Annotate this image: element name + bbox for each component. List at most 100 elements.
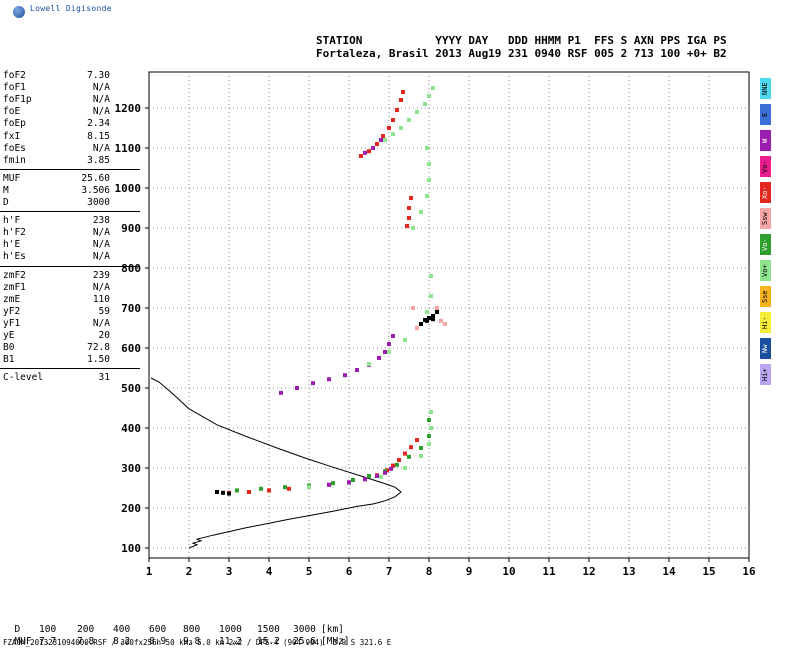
muf-table-cell: 100: [39, 624, 57, 635]
x-tick-label: 16: [742, 565, 756, 578]
parameter-label: D: [3, 197, 9, 208]
echo-point: [427, 418, 431, 422]
muf-table-cell: 3000: [293, 624, 316, 635]
parameter-row: yE 20: [0, 330, 140, 342]
parameter-row: B0 72.8: [0, 342, 140, 354]
echo-point: [401, 90, 405, 94]
parameter-separator: [0, 211, 140, 213]
y-tick-label: 700: [121, 302, 141, 315]
y-tick-label: 1100: [115, 142, 142, 155]
echo-point: [411, 226, 415, 230]
echo-point: [235, 488, 239, 493]
muf-table-muf-row: MUF 7.7 7.8 8.2 8.9 9.8 11.2 15.2 25.6 [MHz]: [3, 625, 349, 647]
parameter-label: yF2: [3, 305, 21, 317]
echo-point: [405, 224, 409, 228]
echo-point: [415, 438, 419, 442]
y-tick-label: 300: [121, 462, 141, 475]
echo-point: [427, 442, 431, 446]
legend-label: Hi+: [761, 368, 769, 381]
echo-point: [425, 318, 429, 323]
echo-point: [377, 356, 381, 360]
parameter-row: zmE 110: [0, 294, 140, 306]
parameter-value: N/A: [92, 281, 110, 293]
parameter-label: foF1p: [3, 94, 32, 106]
echo-point: [429, 410, 433, 414]
legend-label: Vo-: [761, 160, 769, 173]
parameter-label: h'F2: [3, 227, 26, 239]
echo-point: [247, 490, 251, 494]
parameter-label: MUF: [3, 172, 21, 184]
globe-icon: [13, 6, 25, 18]
parameter-separator: [0, 168, 140, 170]
parameter-label: h'Es: [3, 251, 26, 263]
legend-label: NNE: [761, 82, 769, 95]
echo-point: [283, 485, 287, 490]
echo-point: [287, 486, 291, 491]
x-tick-label: 4: [266, 565, 273, 578]
echo-point: [407, 454, 411, 459]
legend-label: Vo+: [761, 264, 769, 277]
parameter-label: yE: [3, 330, 15, 341]
echo-point: [415, 110, 419, 114]
muf-table-cell: 8.9: [149, 636, 167, 647]
legend-swatch: Vo-: [760, 234, 771, 255]
echo-point: [427, 178, 431, 182]
parameter-value: 25.60: [81, 172, 110, 184]
echo-point: [347, 480, 351, 485]
legend-swatch: E: [760, 104, 771, 125]
echo-point: [415, 326, 419, 330]
y-tick-label: 400: [121, 422, 141, 435]
x-tick-label: 10: [502, 565, 515, 578]
echo-point: [407, 206, 411, 210]
parameter-separator: [0, 265, 140, 267]
x-tick-label: 5: [306, 565, 313, 578]
muf-table-cell: 800: [183, 624, 201, 635]
echo-point: [359, 154, 363, 158]
parameter-label: zmF1: [3, 281, 26, 293]
legend-swatch: NNE: [760, 78, 771, 99]
echo-point: [379, 138, 383, 142]
echo-point: [429, 274, 433, 278]
legend-label: E: [761, 112, 769, 117]
echo-point: [419, 322, 423, 326]
echo-point: [387, 350, 391, 354]
parameter-row: C-level 31: [0, 372, 140, 384]
echo-point: [409, 445, 413, 450]
echo-point: [429, 294, 433, 298]
echo-point: [383, 470, 387, 475]
parameter-value: 2.34: [87, 118, 110, 130]
echo-point: [375, 142, 379, 146]
parameter-value: 3000: [87, 197, 110, 208]
parameter-row: zmF1 N/A: [0, 282, 140, 294]
parameter-row: foF1 N/A: [0, 82, 140, 94]
echo-point: [399, 126, 403, 130]
legend-label: Xo-: [761, 186, 769, 199]
parameter-row: fmin 3.85: [0, 155, 140, 167]
echo-point: [327, 482, 331, 487]
echo-point: [371, 146, 375, 150]
x-tick-label: 13: [622, 565, 635, 578]
muf-table-unit: [km]: [321, 624, 344, 635]
y-tick-label: 1200: [115, 102, 142, 115]
legend-swatch: Vo+: [760, 260, 771, 281]
echo-point: [403, 451, 407, 456]
plot-frame: [148, 71, 750, 559]
legend-swatch: Sse: [760, 286, 771, 307]
parameter-label: M: [3, 184, 9, 196]
parameter-row: yF2 59: [0, 306, 140, 318]
electron-density-profile-line: [150, 377, 402, 549]
x-tick-label: 7: [386, 565, 393, 578]
parameter-label: foF1: [3, 82, 26, 94]
echo-point: [343, 373, 347, 378]
legend-label: Nw: [761, 344, 769, 353]
echo-point: [215, 490, 219, 494]
parameter-value: N/A: [92, 227, 110, 239]
muf-table-cell: 11.2: [219, 636, 242, 647]
echo-point: [355, 368, 359, 372]
echo-point: [409, 196, 413, 200]
muf-table-distance-row: D 100 200 400 600 800 1000 1500 3000 [km]: [3, 613, 343, 635]
muf-table-muf-label: MUF: [14, 636, 32, 647]
parameter-separator: [0, 368, 140, 370]
parameter-label: h'E: [3, 239, 21, 251]
parameter-label: zmF2: [3, 269, 26, 281]
